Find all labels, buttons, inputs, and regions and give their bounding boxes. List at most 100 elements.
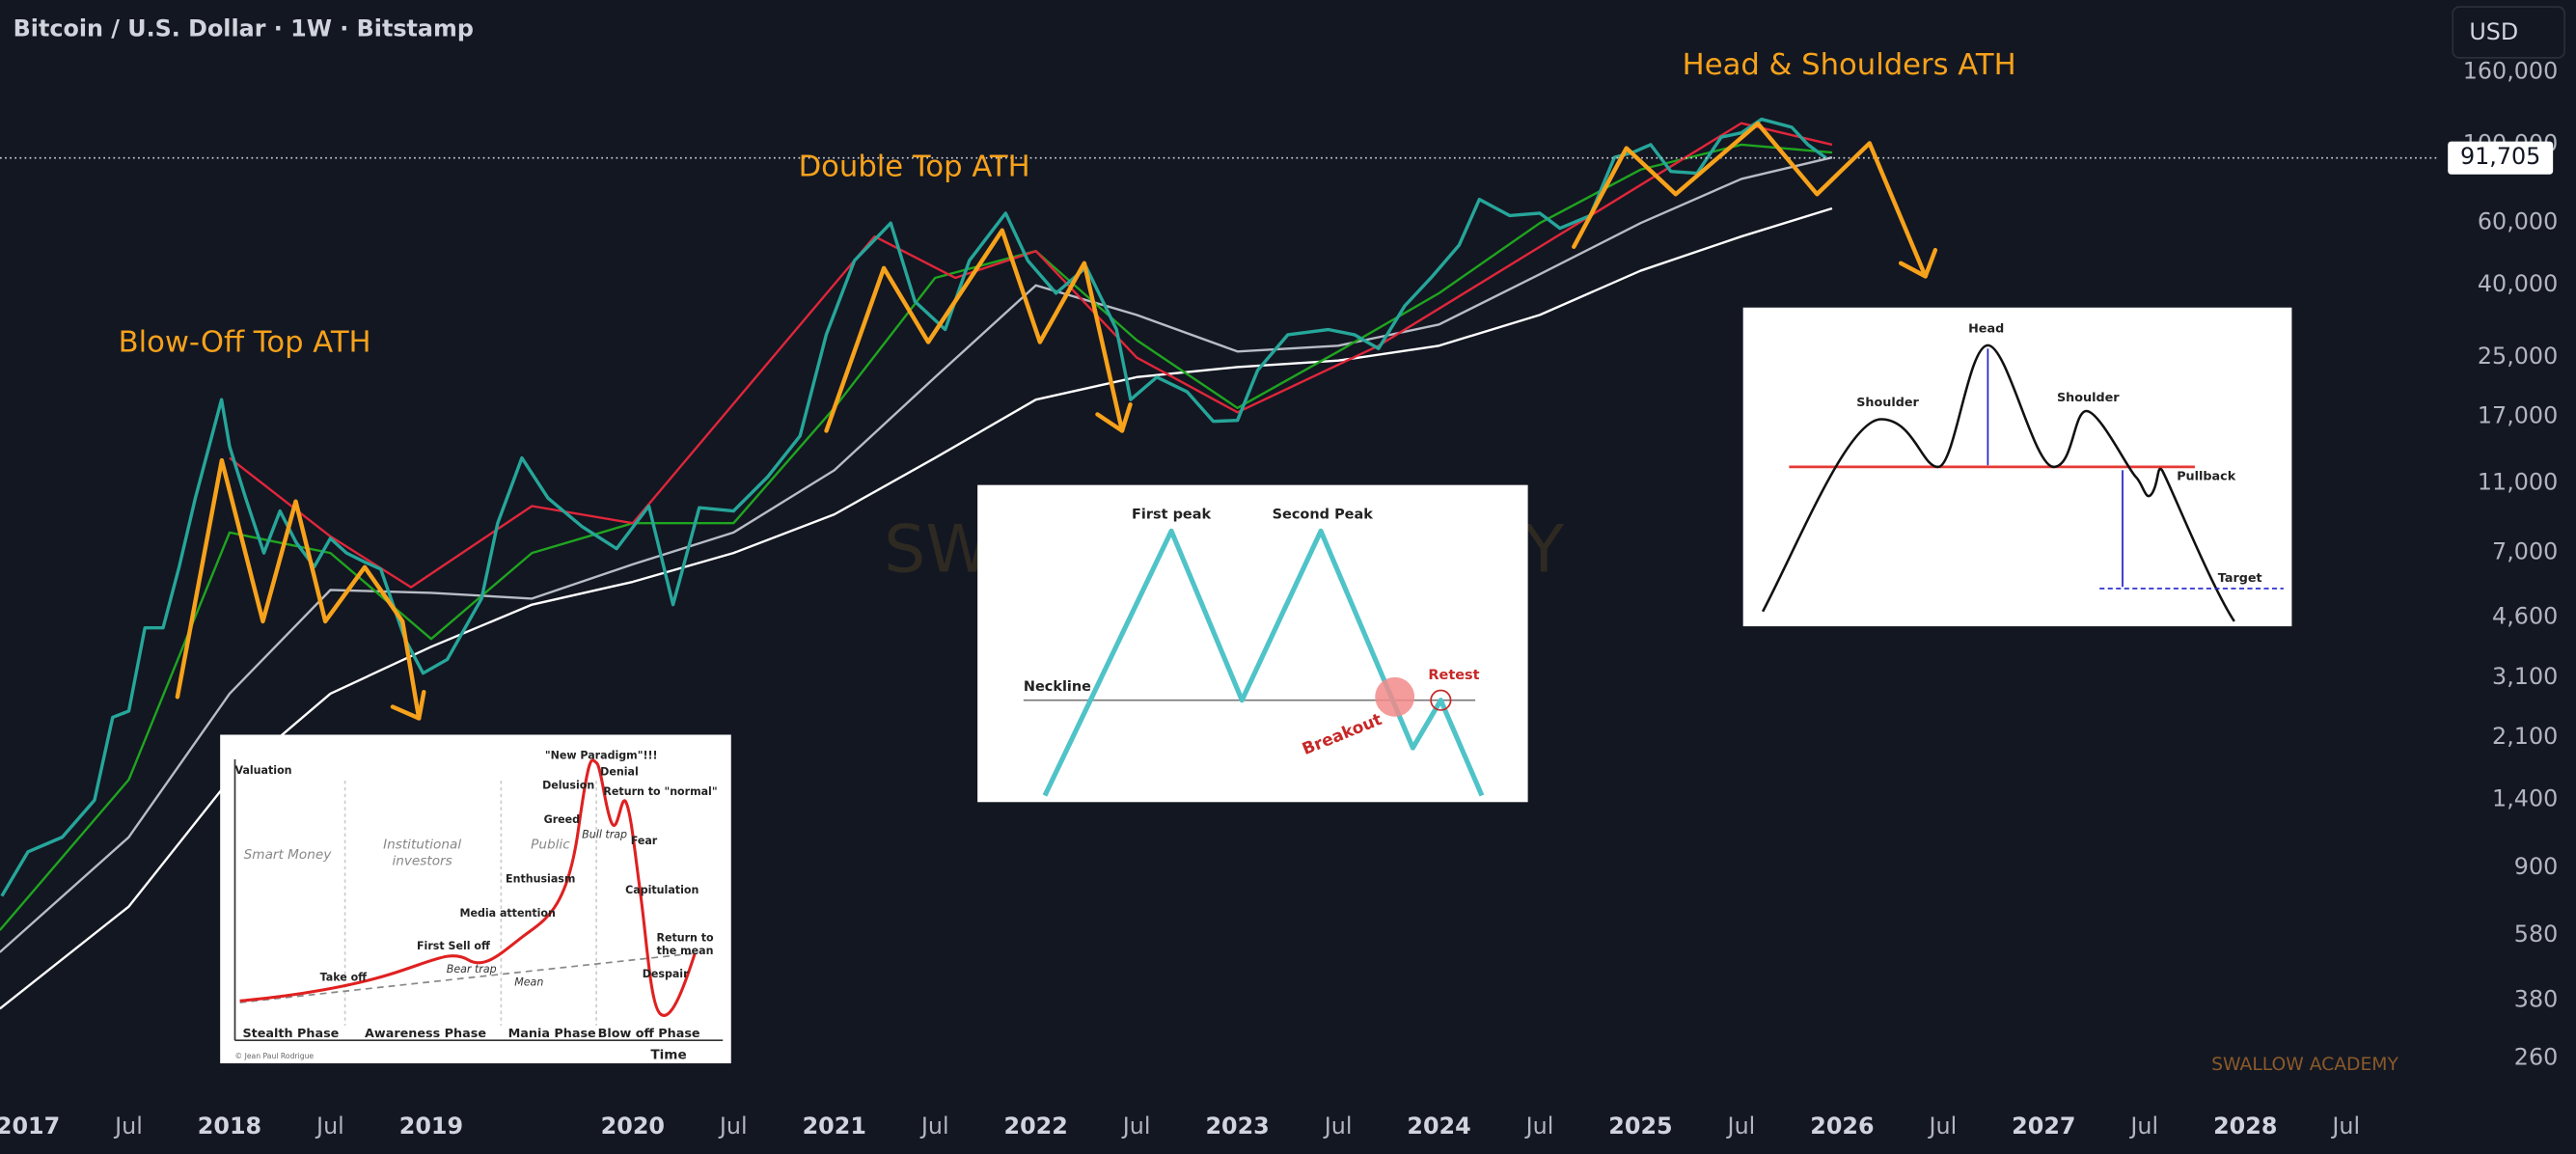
y-tick-label: 380 [2514,985,2558,1012]
symbol-title: Bitcoin / U.S. Dollar · 1W · Bitstamp [14,14,474,41]
y-tick-label: 17,000 [2478,401,2558,428]
y-tick-label: 900 [2514,853,2558,880]
label: First Sell off [417,940,491,952]
label: "New Paradigm"!!! [545,750,658,762]
y-tick-label: 160,000 [2463,58,2559,85]
x-tick-label: 2023 [1205,1113,1269,1140]
label: Capitulation [625,884,699,896]
x-tick-label: Jul [2330,1113,2360,1140]
label: Institutional [383,838,461,853]
x-tick-label: 2020 [601,1113,665,1140]
y-tick-label: 4,600 [2492,602,2558,629]
label: Retest [1428,668,1479,683]
phase-label: Awareness Phase [365,1027,486,1041]
label: Return to "normal" [603,785,717,798]
y-tick-label: 2,100 [2492,723,2558,750]
label: Media attention [459,907,555,920]
label: Valuation [235,764,292,777]
x-tick-label: 2021 [803,1113,866,1140]
label: Time [650,1048,686,1063]
x-tick-label: Jul [1524,1113,1554,1140]
pattern-line [1761,343,2235,622]
phase-label: Stealth Phase [242,1027,339,1041]
retest-circle [1430,689,1452,711]
inset-box [977,484,1528,803]
x-tick-label: Jul [1323,1113,1353,1140]
series-line [0,117,1827,897]
label: Return to [656,932,714,945]
label: Shoulder [1856,396,1919,410]
label: Fear [631,835,658,847]
label: Mean [514,976,543,989]
series-line [0,143,1833,931]
y-tick-label: 1,400 [2492,785,2558,812]
inset-box [220,734,731,1064]
x-tick-label: Jul [315,1113,344,1140]
label: Bear trap [447,963,497,975]
x-tick-label: Jul [2128,1113,2158,1140]
pattern-line [1042,528,1485,797]
y-tick-label: 7,000 [2492,538,2558,565]
cycle-inset: Valuation Smart Money Institutional inve… [220,734,731,1064]
x-tick-label: 2026 [1810,1113,1874,1140]
label: Smart Money [244,847,333,863]
double-top-inset: First peak Second Peak Neckline Retest B… [977,484,1528,803]
annotation: Head & Shoulders ATH [1683,48,2016,82]
arrow-head [1095,401,1133,433]
x-tick-label: 2018 [198,1113,261,1140]
label: Delusion [542,779,594,791]
label: Despair [643,968,689,980]
label: Target [2218,571,2262,586]
zigzag [175,457,422,721]
series-line [0,206,1833,1010]
zigzag [1572,121,1928,279]
watermark: SWALLOW ACADEMY [2211,1055,2398,1075]
pattern-zigzags [175,121,1938,721]
credit: © Jean Paul Rodrigue [235,1052,315,1060]
mean-line [239,952,696,1003]
currency-button[interactable] [2452,6,2565,59]
y-tick-label: 11,000 [2478,469,2558,496]
series-line [0,156,1833,953]
y-tick-label: 3,100 [2492,663,2558,690]
x-tick-label: 2017 [0,1113,60,1140]
axes: 260 380 580 900 1,400 2,100 3,100 4,600 7,000 11,… [0,58,2558,1140]
phase-label: Mania Phase [508,1027,596,1041]
label: Take off [320,971,369,983]
x-tick-label: 2028 [2213,1113,2277,1140]
annotation: Blow-Off Top ATH [119,326,371,360]
x-tick-label: 2019 [399,1113,463,1140]
phase-label: Blow off Phase [598,1027,700,1041]
arrow-head [1898,247,1938,279]
y-tick-label: 25,000 [2478,343,2558,370]
zigzag [824,228,1125,433]
currency-label[interactable]: USD [2469,18,2518,45]
x-tick-label: Jul [1726,1113,1756,1140]
last-price-label: 91,705 [2460,143,2540,170]
x-tick-label: Jul [113,1113,143,1140]
label: Neckline [1024,679,1091,695]
arrow-head [390,689,426,721]
label: Public [531,838,570,853]
label: Bull trap [582,828,627,840]
last-price-box [2448,141,2554,175]
x-tick-label: Jul [1121,1113,1151,1140]
annotation: Double Top ATH [799,151,1030,184]
cycle-curve [239,758,697,1017]
y-tick-label: 60,000 [2478,208,2558,235]
label: Enthusiasm [506,872,575,885]
label: Head [1968,321,2004,336]
head-shoulders-inset: Head Shoulder Shoulder Pullback Target [1742,307,2292,627]
label: First peak [1132,507,1211,522]
label: the mean [657,945,714,957]
x-tick-label: 2025 [1608,1113,1672,1140]
breakout-dot [1375,676,1415,717]
label: Pullback [2177,470,2236,484]
x-tick-label: 2024 [1407,1113,1470,1140]
x-tick-label: 2022 [1004,1113,1068,1140]
label: Greed [544,813,580,826]
x-tick-label: 2027 [2012,1113,2075,1140]
label: Denial [600,766,639,779]
